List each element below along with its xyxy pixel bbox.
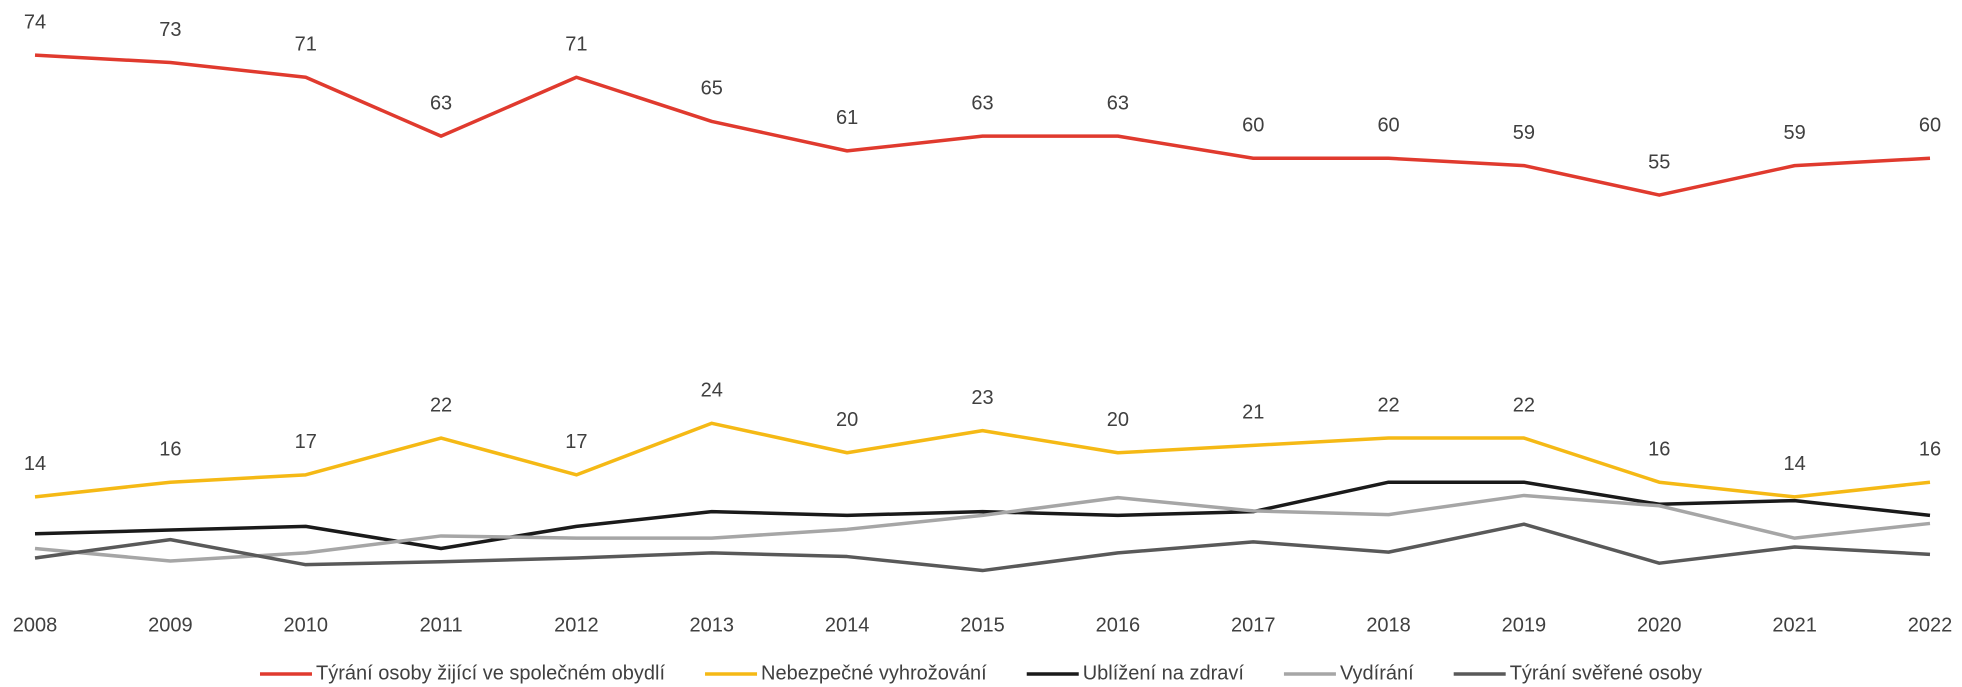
data-label: 22 <box>1377 394 1399 416</box>
series-line <box>34 480 1931 551</box>
x-tick-label: 2010 <box>283 614 328 636</box>
data-label: 17 <box>565 431 587 453</box>
data-label: 23 <box>971 387 993 409</box>
series-line <box>34 53 1931 197</box>
x-tick-label: 2012 <box>554 614 599 636</box>
data-label: 74 <box>24 11 46 33</box>
data-label: 16 <box>1648 438 1670 460</box>
x-tick-label: 2017 <box>1231 614 1276 636</box>
legend-label: Vydírání <box>1340 662 1414 684</box>
data-label: 16 <box>159 438 181 460</box>
series-line <box>34 493 1931 563</box>
data-label: 65 <box>701 78 723 100</box>
data-label: 24 <box>701 380 723 402</box>
data-label: 71 <box>565 34 587 56</box>
x-tick-label: 2018 <box>1366 614 1411 636</box>
data-label: 14 <box>1784 453 1806 475</box>
x-tick-label: 2015 <box>960 614 1005 636</box>
data-label: 73 <box>159 19 181 41</box>
x-tick-label: 2013 <box>690 614 735 636</box>
x-tick-label: 2008 <box>13 614 58 636</box>
x-tick-label: 2020 <box>1637 614 1682 636</box>
data-label: 17 <box>295 431 317 453</box>
x-tick-label: 2014 <box>825 614 870 636</box>
x-tick-label: 2021 <box>1772 614 1817 636</box>
data-label: 63 <box>971 92 993 114</box>
x-tick-label: 2009 <box>148 614 193 636</box>
data-label: 63 <box>430 92 452 114</box>
data-label: 20 <box>836 409 858 431</box>
x-tick-label: 2011 <box>420 614 463 636</box>
x-tick-label: 2019 <box>1502 614 1547 636</box>
legend-label: Ublížení na zdraví <box>1083 662 1245 684</box>
data-label: 22 <box>430 394 452 416</box>
data-label: 61 <box>836 107 858 129</box>
data-label: 59 <box>1784 122 1806 144</box>
legend-label: Týrání svěřené osoby <box>1510 662 1702 684</box>
data-label: 60 <box>1242 115 1264 137</box>
x-tick-label: 2022 <box>1908 614 1953 636</box>
data-label: 71 <box>295 34 317 56</box>
data-label: 16 <box>1919 438 1941 460</box>
legend-label: Týrání osoby žijící ve společném obydlí <box>316 662 665 684</box>
data-label: 59 <box>1513 122 1535 144</box>
data-label: 14 <box>24 453 46 475</box>
data-label: 60 <box>1919 115 1941 137</box>
series-line <box>34 522 1931 573</box>
data-label: 60 <box>1377 115 1399 137</box>
data-label: 22 <box>1513 394 1535 416</box>
series-line <box>34 421 1931 499</box>
data-label: 63 <box>1107 92 1129 114</box>
legend-label: Nebezpečné vyhrožování <box>761 662 987 684</box>
data-label: 21 <box>1242 402 1264 424</box>
x-tick-label: 2016 <box>1096 614 1141 636</box>
data-label: 20 <box>1107 409 1129 431</box>
data-label: 55 <box>1648 151 1670 173</box>
